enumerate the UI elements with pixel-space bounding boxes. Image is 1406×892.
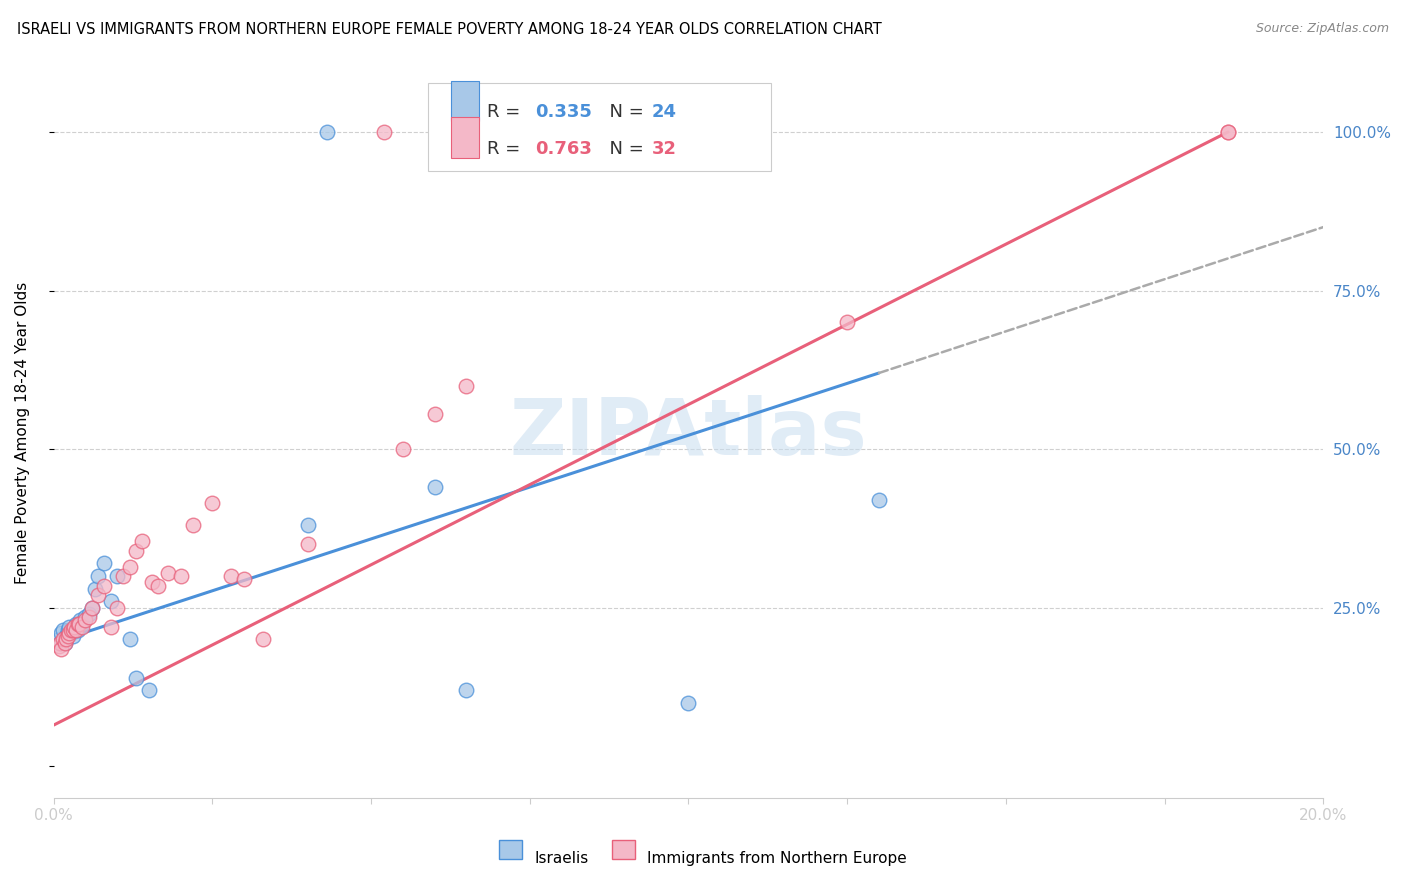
Point	[837, 315, 859, 329]
Point	[678, 696, 700, 710]
FancyBboxPatch shape	[451, 81, 479, 121]
Y-axis label: Female Poverty Among 18-24 Year Olds: Female Poverty Among 18-24 Year Olds	[15, 282, 30, 584]
Point	[77, 607, 100, 621]
Point	[100, 620, 122, 634]
Text: 0.763: 0.763	[534, 140, 592, 158]
FancyBboxPatch shape	[429, 83, 770, 170]
Text: N =: N =	[599, 103, 650, 121]
Point	[55, 632, 77, 647]
Point	[49, 635, 72, 649]
Point	[138, 683, 160, 698]
Text: N =: N =	[599, 140, 650, 158]
Point	[77, 610, 100, 624]
Point	[70, 620, 93, 634]
Point	[48, 632, 70, 647]
Point	[49, 635, 72, 649]
Point	[105, 569, 128, 583]
Point	[56, 623, 79, 637]
Text: ISRAELI VS IMMIGRANTS FROM NORTHERN EUROPE FEMALE POVERTY AMONG 18-24 YEAR OLDS : ISRAELI VS IMMIGRANTS FROM NORTHERN EURO…	[17, 22, 882, 37]
Point	[58, 620, 80, 634]
Point	[169, 569, 191, 583]
Point	[52, 623, 75, 637]
Text: R =: R =	[486, 103, 526, 121]
Point	[148, 578, 170, 592]
Point	[1216, 125, 1239, 139]
Point	[55, 629, 77, 643]
Point	[1216, 125, 1239, 139]
Point	[181, 518, 204, 533]
Point	[141, 575, 163, 590]
Point	[201, 496, 224, 510]
Point	[156, 566, 179, 580]
Point	[58, 626, 80, 640]
Point	[69, 614, 91, 628]
Text: Source: ZipAtlas.com: Source: ZipAtlas.com	[1256, 22, 1389, 36]
Point	[868, 492, 890, 507]
Point	[233, 572, 256, 586]
Point	[93, 578, 115, 592]
Point	[53, 635, 76, 649]
Point	[48, 639, 70, 653]
Point	[562, 125, 585, 139]
Legend: Israelis, Immigrants from Northern Europe: Israelis, Immigrants from Northern Europ…	[494, 843, 912, 873]
Point	[125, 543, 148, 558]
Point	[75, 614, 97, 628]
Point	[66, 623, 89, 637]
Point	[62, 629, 84, 643]
Point	[80, 600, 103, 615]
Point	[60, 623, 83, 637]
Text: R =: R =	[486, 140, 526, 158]
Point	[75, 610, 97, 624]
Point	[67, 620, 90, 634]
FancyBboxPatch shape	[451, 118, 479, 158]
Point	[62, 623, 84, 637]
Point	[131, 534, 153, 549]
Point	[53, 635, 76, 649]
Point	[87, 588, 110, 602]
Point	[70, 616, 93, 631]
Point	[373, 125, 395, 139]
Point	[221, 569, 243, 583]
Point	[474, 125, 496, 139]
Point	[105, 600, 128, 615]
Point	[456, 378, 478, 392]
Point	[125, 671, 148, 685]
Point	[391, 442, 413, 457]
Point	[297, 518, 319, 533]
Point	[315, 125, 337, 139]
Point	[63, 623, 86, 637]
Point	[100, 594, 122, 608]
Point	[252, 632, 274, 647]
Point	[118, 632, 141, 647]
Point	[93, 557, 115, 571]
Point	[63, 620, 86, 634]
Text: 0.335: 0.335	[534, 103, 592, 121]
Point	[83, 582, 105, 596]
Point	[65, 623, 87, 637]
Point	[60, 626, 83, 640]
Point	[456, 683, 478, 698]
Point	[56, 629, 79, 643]
Point	[52, 632, 75, 647]
Point	[87, 569, 110, 583]
Point	[51, 626, 73, 640]
Point	[80, 600, 103, 615]
Point	[423, 407, 446, 421]
Point	[112, 569, 135, 583]
Text: 24: 24	[651, 103, 676, 121]
Point	[51, 642, 73, 657]
Text: ZIPAtlas: ZIPAtlas	[509, 395, 868, 471]
Text: 32: 32	[651, 140, 676, 158]
Point	[66, 616, 89, 631]
Point	[65, 616, 87, 631]
Point	[118, 559, 141, 574]
Point	[297, 537, 319, 551]
Point	[423, 480, 446, 494]
Point	[67, 616, 90, 631]
